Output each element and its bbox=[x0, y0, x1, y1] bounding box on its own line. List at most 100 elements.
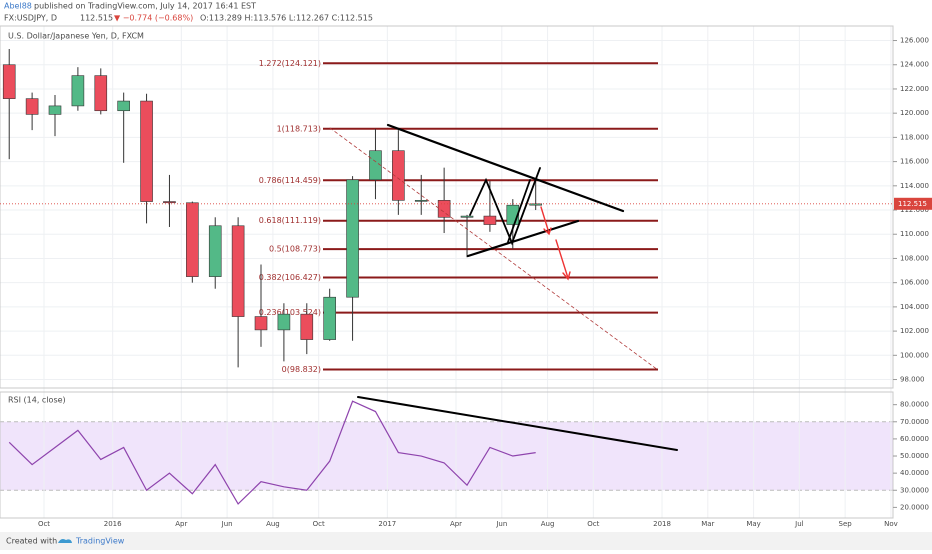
y-tick-label: 120.000 bbox=[900, 109, 929, 117]
candle-body bbox=[300, 313, 314, 340]
rsi-title: RSI (14, close) bbox=[8, 396, 66, 405]
fib-label: 0.5(108.773) bbox=[269, 245, 321, 254]
y-tick-label: 50.0000 bbox=[900, 452, 929, 460]
x-tick-label: 2016 bbox=[104, 520, 122, 528]
y-tick-label: 112.000 bbox=[900, 206, 929, 214]
last-price-label: 112.515 bbox=[898, 200, 927, 208]
footer-bar bbox=[0, 532, 932, 550]
x-tick-label: Mar bbox=[701, 520, 714, 528]
x-tick-label: 2017 bbox=[378, 520, 396, 528]
trendline bbox=[466, 219, 580, 258]
arrow bbox=[555, 239, 569, 279]
footer-brand: TradingView bbox=[75, 537, 125, 546]
candle-body bbox=[208, 225, 222, 277]
x-tick-label: Apr bbox=[450, 520, 462, 528]
fib-label: 0(98.832) bbox=[282, 365, 321, 374]
x-tick-label: Oct bbox=[587, 520, 599, 528]
y-tick-label: 30.0000 bbox=[900, 486, 929, 494]
fib-label: 0.618(111.119) bbox=[259, 216, 321, 225]
candle-body bbox=[231, 225, 245, 317]
candle-body bbox=[529, 203, 542, 206]
drawings bbox=[329, 123, 678, 451]
candle-body bbox=[117, 100, 130, 112]
candle-body bbox=[414, 200, 428, 202]
candle-body bbox=[163, 201, 176, 204]
candle-body bbox=[392, 150, 405, 201]
x-tick-label: Sep bbox=[839, 520, 853, 528]
change: ▼ −0.774 (−0.68%) bbox=[114, 14, 193, 23]
x-tick-label: Jun bbox=[495, 520, 507, 528]
candle-body bbox=[277, 313, 291, 331]
candle-body bbox=[48, 105, 62, 115]
candle-body bbox=[460, 215, 474, 218]
candle-body bbox=[483, 215, 497, 225]
y-tick-label: 104.000 bbox=[900, 303, 929, 311]
arrow-head bbox=[562, 271, 571, 281]
y-tick-label: 102.000 bbox=[900, 327, 929, 335]
candle-body bbox=[94, 75, 108, 112]
y-tick-label: 98.000 bbox=[900, 376, 925, 384]
ohlc: O:113.289 H:113.576 L:112.267 C:112.515 bbox=[200, 14, 373, 23]
y-tick-label: 100.000 bbox=[900, 351, 929, 359]
dashed-line bbox=[329, 127, 659, 371]
x-tick-label: Aug bbox=[266, 520, 280, 528]
pattern bbox=[469, 167, 541, 246]
candle-body bbox=[140, 100, 153, 202]
chart-title: U.S. Dollar/Japanese Yen, D, FXCM bbox=[8, 32, 144, 41]
x-tick-label: Oct bbox=[38, 520, 50, 528]
candle-body bbox=[2, 64, 16, 99]
candle-body bbox=[186, 202, 199, 277]
x-tick-label: Apr bbox=[175, 520, 187, 528]
footer-created: Created with bbox=[6, 537, 57, 546]
arrow bbox=[540, 206, 550, 234]
rsi-line bbox=[8, 400, 536, 505]
marks: 98.000 100.000 102.000 104.000 106.000 108.00… bbox=[0, 37, 932, 528]
x-tick-label: Jul bbox=[794, 520, 804, 528]
rsi-pane bbox=[0, 391, 894, 519]
candle-body bbox=[437, 200, 451, 218]
author: Abel88 bbox=[4, 2, 32, 11]
y-tick-label: 60.0000 bbox=[900, 435, 929, 443]
fib-label: 1.272(124.121) bbox=[259, 59, 321, 68]
y-tick-label: 106.000 bbox=[900, 279, 929, 287]
symbol: FX:USDJPY, D bbox=[4, 14, 57, 23]
last: 112.515 bbox=[80, 14, 113, 23]
x-axis: Oct 2016 Apr Jun Aug Oct 2017 Apr Jun Aug Oct 2018 M… bbox=[38, 520, 898, 528]
y-tick-label: 110.000 bbox=[900, 230, 929, 238]
y-tick-label: 126.000 bbox=[900, 37, 929, 45]
x-tick-label: 2018 bbox=[653, 520, 671, 528]
y-tick-label: 80.0000 bbox=[900, 401, 929, 409]
y-tick-label: 108.000 bbox=[900, 254, 929, 262]
candle-body bbox=[346, 179, 359, 298]
candle-body bbox=[71, 75, 85, 107]
rsi-band bbox=[0, 421, 893, 491]
rsi-trendline bbox=[357, 396, 678, 451]
price-pane bbox=[0, 25, 894, 389]
y-tick-label: 116.000 bbox=[900, 158, 929, 166]
x-tick-label: May bbox=[746, 520, 760, 528]
x-tick-label: Jun bbox=[221, 520, 233, 528]
candle-body bbox=[25, 98, 39, 115]
fib-label: 1(118.713) bbox=[277, 124, 321, 133]
pattern bbox=[507, 179, 531, 243]
y-tick-label: 118.000 bbox=[900, 133, 929, 141]
logo bbox=[58, 539, 72, 543]
y-tick-label: 124.000 bbox=[900, 61, 929, 69]
candle-body bbox=[369, 150, 382, 181]
last-price-tag bbox=[894, 197, 932, 210]
y-tick-label: 20.0000 bbox=[900, 503, 929, 511]
x-tick-label: Oct bbox=[313, 520, 325, 528]
fib-label: 0.382(106.427) bbox=[259, 273, 321, 282]
fib-label: 0.236(103.524) bbox=[259, 308, 321, 317]
candle-body bbox=[254, 316, 268, 331]
x-tick-label: Nov bbox=[884, 520, 898, 528]
x-tick-label: Aug bbox=[541, 520, 555, 528]
published: published on TradingView.com, July 14, 2… bbox=[34, 2, 256, 11]
y-tick-label: 114.000 bbox=[900, 182, 929, 190]
arrow-head bbox=[543, 227, 552, 236]
y-tick-label: 122.000 bbox=[900, 85, 929, 93]
trendline bbox=[386, 123, 625, 213]
y-tick-label: 40.0000 bbox=[900, 469, 929, 477]
y-tick-label: 70.0000 bbox=[900, 418, 929, 426]
